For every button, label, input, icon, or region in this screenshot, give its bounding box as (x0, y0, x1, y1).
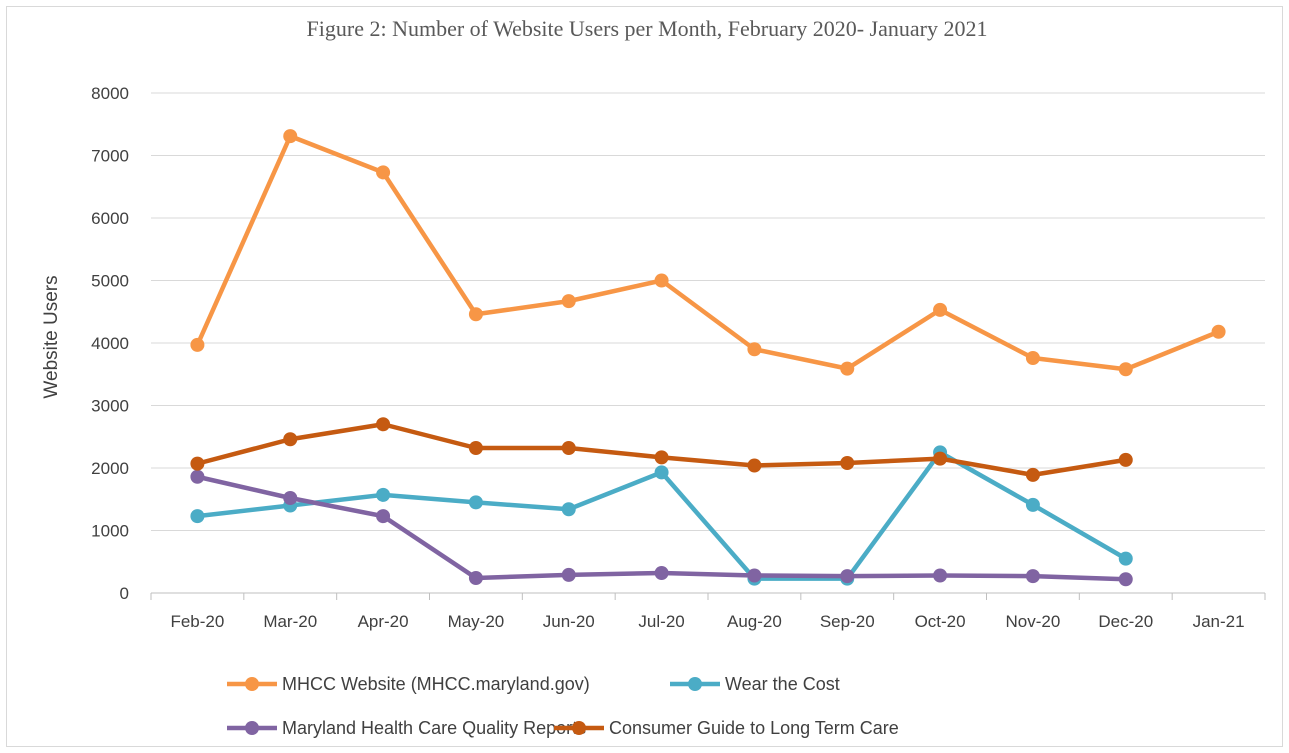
legend-entry: Consumer Guide to Long Term Care (554, 718, 899, 738)
data-point (376, 165, 391, 180)
y-tick-label: 6000 (91, 209, 129, 228)
x-tick-label: Nov-20 (1006, 612, 1061, 631)
data-point (376, 417, 391, 432)
data-point (747, 458, 762, 473)
y-tick-label: 0 (120, 584, 129, 603)
x-tick-label: Jun-20 (543, 612, 595, 631)
data-point (1118, 362, 1133, 377)
data-point (1025, 569, 1040, 584)
data-point (933, 568, 948, 583)
legend-marker (688, 677, 702, 691)
data-point (561, 294, 576, 309)
data-point (468, 495, 483, 510)
series-1 (190, 129, 1226, 377)
data-point (654, 273, 669, 288)
legend-label: Maryland Health Care Quality Reports (282, 718, 586, 738)
chart-title: Figure 2: Number of Website Users per Mo… (307, 16, 988, 41)
y-tick-label: 1000 (91, 522, 129, 541)
data-point (933, 302, 948, 317)
legend-marker (245, 721, 259, 735)
data-point (283, 129, 298, 144)
y-axis-label: Website Users (41, 275, 62, 398)
data-point (1118, 452, 1133, 467)
series-4 (190, 417, 1133, 482)
data-point (376, 487, 391, 502)
legend-label: Consumer Guide to Long Term Care (609, 718, 899, 738)
data-point (468, 307, 483, 322)
series-line (195, 133, 1221, 372)
legend-label: Wear the Cost (725, 674, 840, 694)
x-tick-label: Feb-20 (170, 612, 224, 631)
x-tick-label: Sep-20 (820, 612, 875, 631)
data-point (283, 432, 298, 447)
data-point (1025, 497, 1040, 512)
legend-entry: Maryland Health Care Quality Reports (227, 718, 586, 738)
chart-frame: Figure 2: Number of Website Users per Mo… (6, 6, 1283, 747)
series-lines (190, 129, 1226, 587)
x-tick-labels: Feb-20 Mar-20 Apr-20 May-20 Jun-20 Jul-20 Aug-… (150, 593, 1266, 631)
line-chart: Figure 2: Number of Website Users per Mo… (41, 16, 1266, 738)
y-tick-label: 8000 (91, 84, 129, 103)
x-tick-label: Oct-20 (915, 612, 966, 631)
data-point (747, 342, 762, 357)
data-point (561, 502, 576, 517)
data-point (561, 567, 576, 582)
y-tick-label: 3000 (91, 397, 129, 416)
data-point (190, 509, 205, 524)
data-point (654, 566, 669, 580)
data-point (1211, 324, 1226, 339)
legend-label: MHCC Website (MHCC.maryland.gov) (282, 674, 590, 694)
x-tick-label: Jan-21 (1193, 612, 1245, 631)
data-point (190, 337, 205, 352)
data-point (933, 451, 948, 466)
y-tick-labels: 0 1000 2000 3000 4000 5000 6000 7000 8000 (91, 84, 129, 603)
data-point (376, 509, 391, 524)
legend-entry: Wear the Cost (670, 674, 840, 694)
series-line (195, 474, 1128, 582)
data-point (840, 456, 855, 470)
data-point (1025, 351, 1040, 365)
legend-marker (245, 677, 259, 691)
data-point (840, 569, 855, 584)
data-point (654, 465, 669, 480)
legend: MHCC Website (MHCC.maryland.gov) Wear the… (227, 674, 899, 738)
x-tick-label: Apr-20 (358, 612, 409, 631)
data-point (190, 469, 205, 484)
data-point (747, 568, 762, 583)
gridlines (151, 92, 1265, 594)
y-tick-label: 4000 (91, 334, 129, 353)
data-point (283, 491, 298, 505)
x-tick-label: Mar-20 (263, 612, 317, 631)
data-point (1025, 467, 1040, 482)
legend-entry: MHCC Website (MHCC.maryland.gov) (227, 674, 590, 694)
x-tick-label: May-20 (448, 612, 505, 631)
y-tick-label: 7000 (91, 147, 129, 166)
data-point (561, 441, 576, 455)
data-point (654, 450, 669, 465)
data-point (1118, 551, 1133, 566)
data-point (1118, 572, 1133, 587)
x-tick-label: Jul-20 (638, 612, 684, 631)
legend-marker (572, 721, 586, 735)
data-point (190, 456, 205, 471)
data-point (468, 441, 483, 455)
data-point (468, 571, 483, 585)
series-3 (190, 469, 1133, 587)
y-tick-label: 2000 (91, 459, 129, 478)
y-tick-label: 5000 (91, 272, 129, 291)
x-tick-label: Aug-20 (727, 612, 782, 631)
x-tick-label: Dec-20 (1098, 612, 1153, 631)
data-point (840, 361, 855, 376)
